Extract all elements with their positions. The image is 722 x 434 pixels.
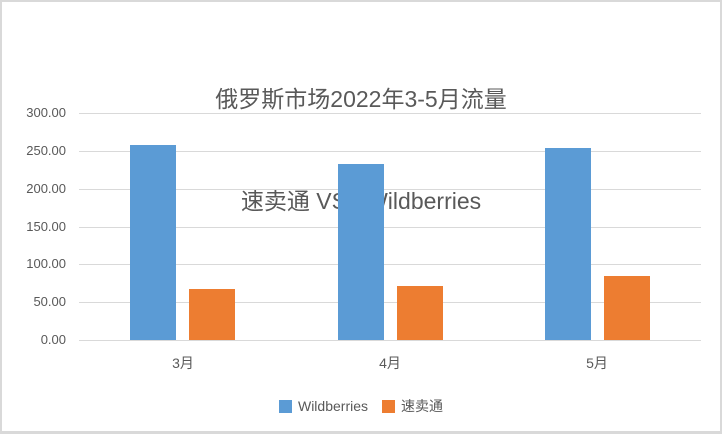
legend-item-Wildberries: Wildberries bbox=[278, 398, 368, 414]
y-axis-tick-label: 50.00 bbox=[33, 294, 66, 309]
gridline bbox=[79, 113, 701, 114]
chart-title-line1: 俄罗斯市场2022年3-5月流量 bbox=[215, 86, 507, 112]
gridline bbox=[79, 151, 701, 152]
gridline bbox=[79, 227, 701, 228]
y-axis-tick-label: 100.00 bbox=[26, 256, 66, 271]
y-axis-tick-label: 300.00 bbox=[26, 105, 66, 120]
chart-title-line2: 速卖通 VS Wildberries bbox=[240, 188, 482, 214]
y-axis-tick-label: 250.00 bbox=[26, 143, 66, 158]
bar-速卖通-5月 bbox=[604, 276, 650, 340]
y-axis-tick-label: 0.00 bbox=[40, 332, 66, 347]
x-axis-tick-label: 4月 bbox=[379, 355, 401, 371]
gridline bbox=[79, 264, 701, 265]
y-axis-tick-label: 150.00 bbox=[26, 219, 66, 234]
bar-Wildberries-4月 bbox=[338, 164, 384, 340]
chart-title: 俄罗斯市场2022年3-5月流量 速卖通 VS Wildberries bbox=[2, 14, 720, 286]
legend-label: 速卖通 bbox=[401, 398, 443, 414]
gridline bbox=[79, 302, 701, 303]
bar-速卖通-3月 bbox=[189, 289, 235, 340]
x-axis-tick-label: 3月 bbox=[172, 355, 194, 371]
x-axis-tick-label: 5月 bbox=[586, 355, 608, 371]
legend: Wildberries 速卖通 bbox=[2, 396, 720, 416]
y-axis-tick-label: 200.00 bbox=[26, 181, 66, 196]
legend-item-速卖通: 速卖通 bbox=[382, 396, 443, 416]
bar-速卖通-4月 bbox=[397, 286, 443, 340]
bar-Wildberries-3月 bbox=[130, 145, 176, 340]
legend-swatch-icon bbox=[278, 399, 292, 413]
gridline bbox=[79, 189, 701, 190]
legend-label: Wildberries bbox=[297, 398, 368, 414]
x-axis-line bbox=[79, 340, 701, 341]
bar-Wildberries-5月 bbox=[545, 148, 591, 340]
legend-swatch-icon bbox=[382, 399, 395, 413]
